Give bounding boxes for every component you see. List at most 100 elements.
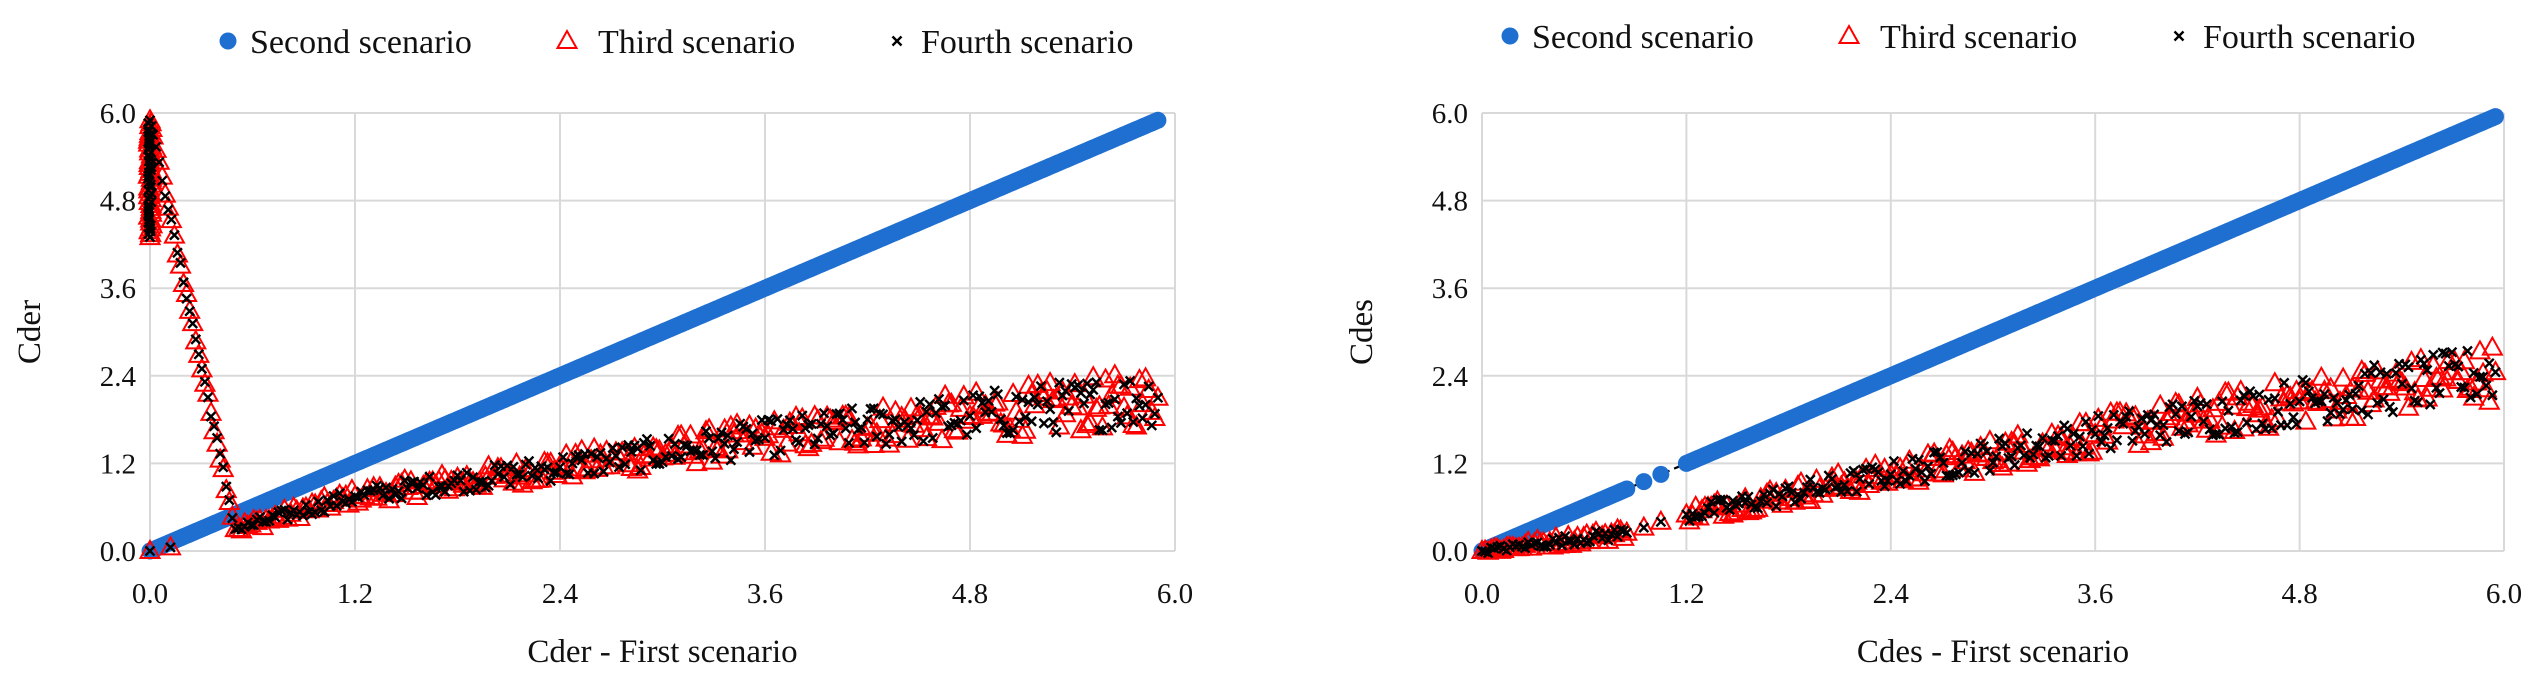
data-point xyxy=(2350,388,2361,400)
data-point xyxy=(2340,394,2352,406)
data-point xyxy=(1128,368,1151,389)
data-point xyxy=(1476,545,1488,557)
data-point xyxy=(2483,357,2495,369)
data-point xyxy=(2034,440,2045,452)
data-point xyxy=(626,446,637,458)
data-point xyxy=(2238,390,2262,411)
data-point xyxy=(2185,411,2197,422)
data-point xyxy=(190,334,202,345)
data-point xyxy=(165,542,176,553)
x-tick-label: 1.2 xyxy=(337,578,373,610)
data-point xyxy=(2148,409,2160,420)
data-point xyxy=(778,424,789,436)
data-point xyxy=(2105,442,2117,454)
data-point xyxy=(679,423,702,444)
data-point xyxy=(2229,427,2240,439)
data-point xyxy=(2381,368,2393,380)
data-point xyxy=(2452,361,2464,372)
data-point xyxy=(1655,516,1667,528)
data-point xyxy=(697,417,721,438)
data-point xyxy=(855,422,867,434)
data-point xyxy=(352,492,364,503)
data-point xyxy=(613,461,625,473)
data-point xyxy=(1097,424,1108,436)
data-point xyxy=(187,318,199,329)
data-point xyxy=(1618,525,1630,537)
data-point xyxy=(2325,407,2337,419)
data-point xyxy=(184,305,196,317)
x-axis-title: Cdes - First scenario xyxy=(1857,634,2129,670)
data-point xyxy=(2136,412,2147,424)
data-point xyxy=(504,479,516,490)
data-point xyxy=(973,390,985,402)
data-point xyxy=(346,496,358,508)
data-point xyxy=(961,429,973,441)
data-point xyxy=(765,415,777,427)
data-point xyxy=(2257,418,2268,429)
data-point xyxy=(383,493,395,504)
data-point xyxy=(607,442,619,454)
data-point xyxy=(1602,534,1614,546)
data-point xyxy=(1562,535,1574,547)
data-point xyxy=(911,414,923,426)
data-point xyxy=(1103,397,1114,409)
data-point xyxy=(567,458,578,469)
data-point xyxy=(396,493,407,504)
data-point xyxy=(827,428,839,439)
data-point xyxy=(2232,426,2244,438)
y-tick-label: 1.2 xyxy=(100,448,136,480)
data-point xyxy=(995,413,1007,425)
data-point xyxy=(218,489,241,511)
data-point xyxy=(1538,541,1549,553)
y-tick-label: 6.0 xyxy=(1432,98,1468,130)
data-point xyxy=(1115,404,1139,425)
data-point xyxy=(2139,428,2151,440)
series-fourth-scenario xyxy=(1476,345,2501,559)
data-point xyxy=(949,417,960,429)
data-point xyxy=(585,448,597,460)
x-tick-label: 2.4 xyxy=(1873,578,1910,610)
data-point xyxy=(2481,335,2504,356)
y-axis-title: Cder xyxy=(12,300,48,364)
data-point xyxy=(452,470,463,481)
y-tick-label: 2.4 xyxy=(100,361,137,393)
data-point xyxy=(989,411,1013,432)
legend-label: Third scenario xyxy=(1880,19,2077,56)
data-point xyxy=(1122,412,1145,434)
data-point xyxy=(532,472,544,484)
data-point xyxy=(227,512,238,524)
data-point xyxy=(818,407,830,419)
data-point xyxy=(1087,384,1099,396)
x-tick-label: 1.2 xyxy=(1668,578,1704,610)
chart-cder: 0.0 1.2 2.4 3.6 4.8 6.0 0.0 1.2 2.4 3.6 4.8 6.0 Cder… xyxy=(12,24,1193,670)
data-point xyxy=(221,504,244,525)
data-point xyxy=(731,436,743,448)
data-point xyxy=(1708,507,1720,519)
data-point xyxy=(576,454,588,466)
data-point xyxy=(142,117,154,129)
data-point xyxy=(2291,418,2302,430)
data-point xyxy=(1063,405,1074,417)
data-point xyxy=(921,406,932,418)
data-point xyxy=(1550,537,1562,549)
data-point xyxy=(2065,440,2076,452)
data-point xyxy=(187,342,211,363)
data-point xyxy=(2471,388,2483,400)
data-point xyxy=(1112,411,1124,422)
data-point xyxy=(138,538,162,559)
data-point xyxy=(1684,515,1695,527)
data-point xyxy=(2316,396,2327,407)
data-point xyxy=(2216,396,2228,407)
data-point xyxy=(806,418,817,430)
data-point xyxy=(706,445,718,457)
data-point xyxy=(2127,435,2138,447)
data-point xyxy=(725,454,737,466)
data-point xyxy=(2021,427,2033,439)
data-point xyxy=(865,421,889,442)
data-point xyxy=(1693,511,1705,522)
data-point xyxy=(199,376,211,388)
data-point xyxy=(843,437,855,449)
data-point xyxy=(700,425,712,437)
data-point xyxy=(1529,537,1540,549)
data-point xyxy=(1777,491,1788,502)
